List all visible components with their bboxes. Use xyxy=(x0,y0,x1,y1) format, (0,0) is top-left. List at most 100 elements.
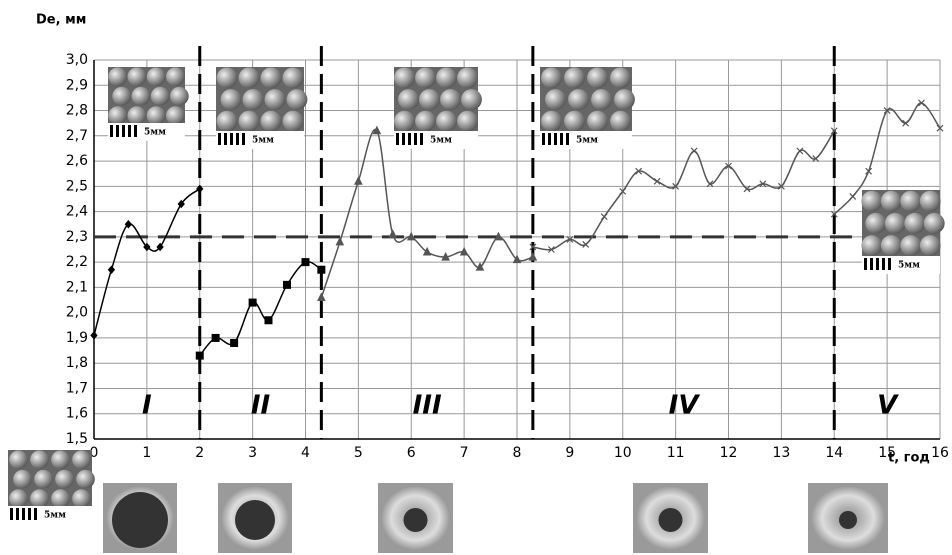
scale-tick xyxy=(396,133,399,145)
scale-tick xyxy=(882,258,885,270)
x-tick-label: 5 xyxy=(354,445,363,461)
pebble xyxy=(457,111,478,132)
pebble xyxy=(72,450,91,469)
scale-tick xyxy=(420,133,423,145)
marker xyxy=(231,339,238,346)
marker xyxy=(196,352,203,359)
scale-tick xyxy=(22,508,25,520)
scale-tick xyxy=(888,258,891,270)
pebble xyxy=(861,235,882,256)
disk-core xyxy=(112,492,168,548)
pebble xyxy=(881,191,902,212)
series-line xyxy=(321,130,533,298)
scale-label: 5мм xyxy=(576,136,598,146)
scale-tick xyxy=(864,258,867,270)
pebble xyxy=(108,106,127,125)
x-tick-label: 4 xyxy=(301,445,310,461)
pebble xyxy=(30,450,49,469)
scale-tick xyxy=(128,125,131,137)
chart: De, мм t, год 1,51,61,71,81,92,02,12,22,… xyxy=(0,0,952,555)
marker xyxy=(336,238,343,245)
pebble xyxy=(170,87,189,106)
x-tick-label: 7 xyxy=(460,445,469,461)
y-tick-label: 1,8 xyxy=(66,355,88,371)
pebble xyxy=(545,89,566,110)
scale-tick xyxy=(16,508,19,520)
disk-core xyxy=(839,511,857,529)
y-tick-label: 2,5 xyxy=(66,178,88,194)
pebble xyxy=(415,67,436,88)
marker xyxy=(654,178,660,184)
scale-tick xyxy=(876,258,879,270)
pebble xyxy=(147,106,166,125)
x-tick-label: 2 xyxy=(195,445,204,461)
y-tick-label: 2,1 xyxy=(66,279,88,295)
pebble xyxy=(287,89,308,110)
x-tick-label: 14 xyxy=(825,445,843,461)
pebble xyxy=(436,67,457,88)
pebble xyxy=(461,89,482,110)
pebble xyxy=(239,67,260,88)
region-label: V xyxy=(877,391,899,421)
pebble xyxy=(614,89,635,110)
pebble xyxy=(861,191,882,212)
pebble xyxy=(112,87,131,106)
pebble xyxy=(243,89,264,110)
marker xyxy=(601,214,607,220)
y-tick-label: 2,8 xyxy=(66,103,88,119)
scale-tick xyxy=(560,133,563,145)
pebble xyxy=(51,489,70,508)
disk-core xyxy=(404,508,428,532)
pebble xyxy=(415,111,436,132)
pebble xyxy=(239,111,260,132)
pebble xyxy=(865,213,886,234)
scale-tick xyxy=(110,125,113,137)
pebble xyxy=(541,111,562,132)
marker xyxy=(302,259,309,266)
marker xyxy=(389,230,396,237)
pebble xyxy=(9,489,28,508)
pebble xyxy=(55,470,74,489)
marker xyxy=(529,253,536,260)
x-tick-label: 10 xyxy=(614,445,632,461)
y-tick-label: 2,3 xyxy=(66,229,88,245)
marker xyxy=(424,248,431,255)
y-tick-label: 1,9 xyxy=(66,330,88,346)
pebble xyxy=(587,67,608,88)
pebble xyxy=(924,213,945,234)
pebble xyxy=(564,67,585,88)
scale-tick xyxy=(566,133,569,145)
scale-tick xyxy=(408,133,411,145)
x-tick-label: 11 xyxy=(667,445,685,461)
pebble xyxy=(108,67,127,86)
x-tick-label: 8 xyxy=(513,445,522,461)
pebble xyxy=(13,470,32,489)
pebble xyxy=(30,489,49,508)
pebble xyxy=(394,67,415,88)
pebble xyxy=(132,87,151,106)
marker xyxy=(265,317,272,324)
disk-core xyxy=(235,500,275,540)
scale-tick xyxy=(10,508,13,520)
marker xyxy=(850,193,856,199)
pebble xyxy=(440,89,461,110)
scale-label: 5мм xyxy=(44,511,66,521)
scale-tick xyxy=(28,508,31,520)
region-label: IV xyxy=(669,391,701,421)
pebble xyxy=(217,67,238,88)
scale-tick xyxy=(116,125,119,137)
pebble xyxy=(151,87,170,106)
disk-core xyxy=(659,508,683,532)
region-label: I xyxy=(142,391,152,421)
pebble xyxy=(265,89,286,110)
pebble xyxy=(394,111,415,132)
pebble xyxy=(881,235,902,256)
marker xyxy=(108,266,114,273)
scale-tick xyxy=(242,133,245,145)
x-tick-label: 15 xyxy=(878,445,896,461)
scale-tick xyxy=(34,508,37,520)
pebble xyxy=(398,89,419,110)
scale-tick xyxy=(542,133,545,145)
pebble xyxy=(610,111,631,132)
x-tick-label: 9 xyxy=(565,445,574,461)
